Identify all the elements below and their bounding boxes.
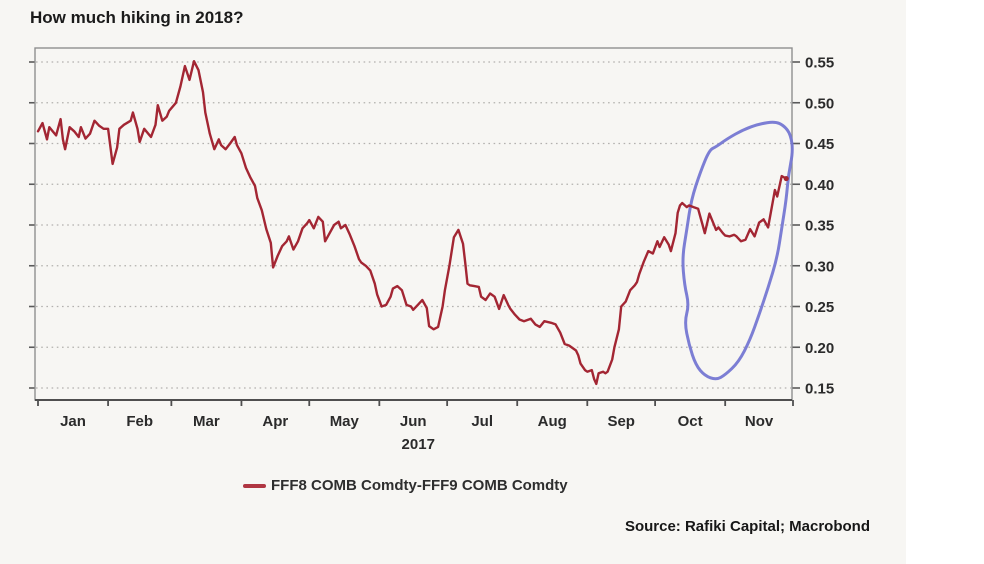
x-month-label: Feb	[126, 413, 153, 430]
y-tick-label: 0.55	[805, 55, 834, 72]
x-month-label: Jul	[471, 413, 493, 430]
x-month-label: Jan	[60, 413, 86, 430]
y-tick-label: 0.35	[805, 218, 834, 235]
source-text: Source: Rafiki Capital; Macrobond	[624, 518, 870, 535]
legend-line-marker	[243, 484, 266, 488]
legend-label: FFF8 COMB Comdty-FFF9 COMB Comdty	[271, 477, 568, 494]
x-month-label: Nov	[745, 413, 774, 430]
chart-title: How much hiking in 2018?	[30, 8, 244, 27]
plot-area: 0.55 0.50 0.45 0.40 0.35 0.30 0.25 0.20 0.15 Jan F…	[29, 47, 834, 453]
plot-border	[34, 47, 793, 401]
y-tick-label: 0.30	[805, 258, 834, 275]
x-month-label: Oct	[678, 413, 703, 430]
x-month-label: Mar	[193, 413, 220, 430]
y-tick-label: 0.40	[805, 177, 834, 194]
y-tick-label: 0.45	[805, 136, 834, 153]
x-month-label: May	[330, 413, 360, 430]
chart-background	[0, 0, 906, 564]
y-tick-label: 0.15	[805, 381, 834, 398]
series-line	[36, 60, 788, 386]
y-tick-label: 0.20	[805, 340, 834, 357]
series-end-dot	[783, 175, 789, 182]
y-tick-label: 0.50	[805, 95, 834, 112]
y-tick-label: 0.25	[805, 299, 834, 316]
x-month-label: Aug	[538, 413, 567, 430]
annotation-ellipse	[681, 120, 794, 381]
x-year-label: 2017	[402, 436, 435, 453]
x-month-label: Apr	[262, 413, 288, 430]
x-month-label: Sep	[607, 413, 635, 430]
x-month-label: Jun	[400, 413, 427, 430]
legend: FFF8 COMB Comdty-FFF9 COMB Comdty	[243, 477, 568, 494]
